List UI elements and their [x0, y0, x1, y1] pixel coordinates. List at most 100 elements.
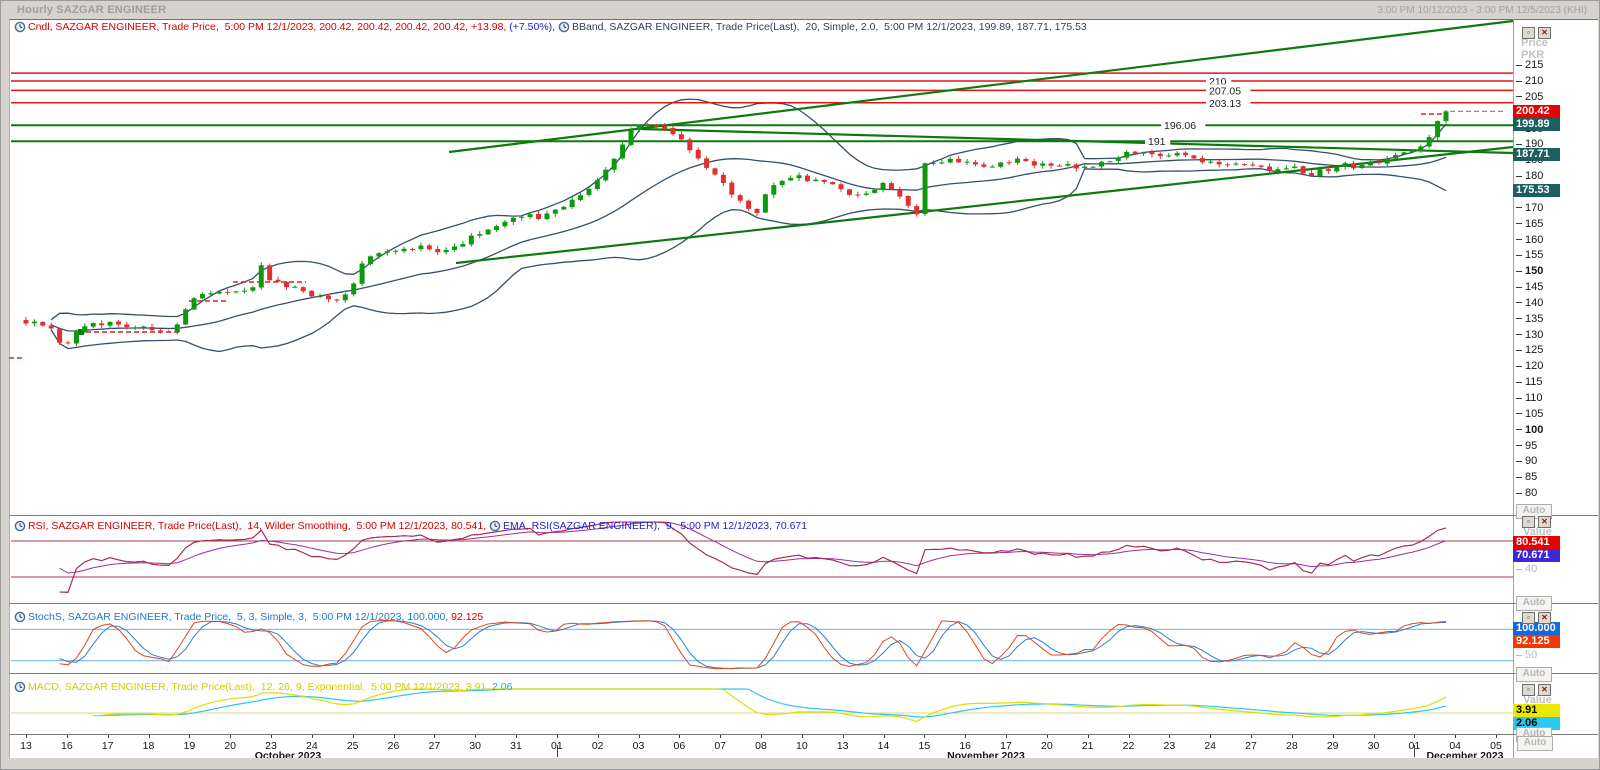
price-axis-tick: 210: [1516, 75, 1543, 87]
legend-text: (+7.50%),: [509, 21, 558, 33]
svg-text:196.06: 196.06: [1164, 120, 1196, 132]
date-tick: [965, 735, 967, 738]
axis-grey-tick: 40: [1516, 563, 1537, 575]
clock-icon[interactable]: [14, 520, 26, 532]
price-axis-tick: 110: [1516, 392, 1543, 404]
date-label: 26: [387, 740, 400, 752]
price-axis-tick: 135: [1516, 313, 1543, 325]
window-date-range: 3:00 PM 10/12/2023 - 3:00 PM 12/5/2023 (…: [1377, 5, 1587, 16]
window-bottom-edge: [1, 758, 1599, 769]
price-axis-tick: 165: [1516, 218, 1543, 230]
stoch-panel-close-button[interactable]: ✕: [1538, 612, 1551, 624]
legend-text: MACD, SAZGAR ENGINEER, Trade Price(Last)…: [28, 681, 492, 693]
rsi-panel-restore-button[interactable]: ▫: [1522, 516, 1535, 528]
legend-text: RSI, SAZGAR ENGINEER, Trade Price(Last),…: [28, 520, 490, 532]
month-separator: [1414, 745, 1415, 757]
price-legend: Cndl, SAZGAR ENGINEER, Trade Price, 5:00…: [14, 21, 1087, 33]
date-tick: [1291, 735, 1293, 738]
date-label: 23: [1163, 740, 1176, 752]
date-label: 23: [265, 740, 277, 752]
price-axis-tick: 120: [1516, 360, 1543, 372]
date-tick: [1128, 735, 1130, 738]
date-label: 16: [60, 740, 73, 752]
date-label: 04: [1449, 740, 1461, 752]
price-axis-unit-label: PKR: [1521, 49, 1545, 61]
rsi-ema-badge: 70.671: [1513, 549, 1560, 562]
date-tick: [761, 735, 762, 738]
date-tick: [597, 735, 599, 738]
time-axis-auto-button[interactable]: Auto: [1517, 736, 1553, 751]
date-label: 18: [142, 740, 155, 752]
stoch-panel-auto-scale-button[interactable]: Auto: [1516, 667, 1552, 682]
date-label: 13: [836, 740, 849, 752]
rsi-panel-window-buttons: ▫ ✕: [1522, 516, 1551, 528]
date-tick: [516, 735, 517, 738]
price-axis-tick: 105: [1516, 408, 1543, 420]
date-tick: [66, 735, 68, 738]
date-label: 28: [1285, 740, 1298, 752]
date-label: 21: [1081, 740, 1094, 752]
date-tick: [107, 735, 109, 738]
rsi-panel-close-button[interactable]: ✕: [1538, 516, 1551, 528]
price-axis-tick: 130: [1516, 329, 1543, 341]
title-bar[interactable]: Hourly SAZGAR ENGINEER 3:00 PM 10/12/202…: [1, 1, 1599, 19]
bb-mid-badge: 187.71: [1513, 148, 1560, 161]
clock-icon[interactable]: [14, 681, 26, 693]
clock-icon[interactable]: [14, 611, 26, 623]
bb-lower-badge: 175.53: [1513, 184, 1560, 197]
price-axis-tick: 100: [1516, 424, 1543, 436]
price-panel-restore-button[interactable]: ▫: [1522, 27, 1535, 39]
date-tick: [311, 735, 313, 738]
macd-axis-value-label: Value: [1523, 694, 1552, 706]
price-axis-tick: 180: [1516, 170, 1543, 182]
rsi-legend: RSI, SAZGAR ENGINEER, Trade Price(Last),…: [14, 520, 807, 532]
macd-panel-restore-button[interactable]: ▫: [1522, 684, 1535, 696]
date-label: 05: [1490, 740, 1502, 752]
stoch-panel-window-buttons: ▫ ✕: [1522, 612, 1551, 624]
window-title: Hourly SAZGAR ENGINEER: [17, 4, 167, 16]
date-label: 30: [469, 740, 481, 752]
date-label: 29: [1326, 740, 1339, 752]
macd-panel-close-button[interactable]: ✕: [1538, 684, 1551, 696]
date-tick: [148, 735, 150, 738]
clock-icon[interactable]: [489, 520, 501, 532]
pane-divider: [9, 603, 1598, 604]
date-tick: [883, 735, 885, 738]
stoch-legend: StochS, SAZGAR ENGINEER, Trade Price, 5,…: [14, 611, 483, 623]
date-label: 27: [428, 740, 441, 752]
rsi-panel-auto-scale-button[interactable]: Auto: [1516, 596, 1552, 611]
price-panel-window-buttons: ▫ ✕: [1522, 27, 1551, 39]
date-tick: [801, 735, 803, 738]
pane-divider: [9, 673, 1598, 674]
price-axis-tick: 160: [1516, 234, 1543, 246]
date-label: 17: [101, 740, 114, 752]
date-label: 02: [591, 740, 604, 752]
date-tick: [679, 735, 681, 738]
price-axis-tick: 205: [1516, 91, 1543, 103]
price-axis-unit-label: Price: [1521, 37, 1548, 49]
price-axis-tick: 170: [1516, 202, 1543, 214]
stoch-k-badge: 100.000: [1513, 622, 1560, 635]
price-axis-tick: 95: [1516, 440, 1537, 452]
date-label: 16: [959, 740, 971, 752]
pane-divider: [9, 515, 1598, 516]
price-panel-close-button[interactable]: ✕: [1538, 27, 1551, 39]
date-label: 20: [1040, 740, 1053, 752]
price-axis-tick: 190: [1516, 138, 1543, 150]
date-tick: [1169, 735, 1171, 738]
svg-text:203.13: 203.13: [1209, 98, 1241, 110]
date-tick: [556, 735, 558, 738]
date-label: 31: [510, 740, 522, 752]
date-label: 25: [346, 740, 359, 752]
stoch-panel-restore-button[interactable]: ▫: [1522, 612, 1535, 624]
clock-icon[interactable]: [558, 21, 570, 33]
legend-text: EMA, RSI(SAZGAR ENGINEER), 9, 5:00 PM 12…: [503, 520, 808, 532]
date-label: 01: [551, 740, 563, 752]
date-tick: [352, 735, 354, 738]
clock-icon[interactable]: [14, 21, 26, 33]
date-tick: [720, 735, 722, 738]
legend-text: StochS, SAZGAR ENGINEER, Trade Price, 5,…: [28, 611, 452, 623]
macd-value-badge: 3.91: [1513, 704, 1560, 717]
